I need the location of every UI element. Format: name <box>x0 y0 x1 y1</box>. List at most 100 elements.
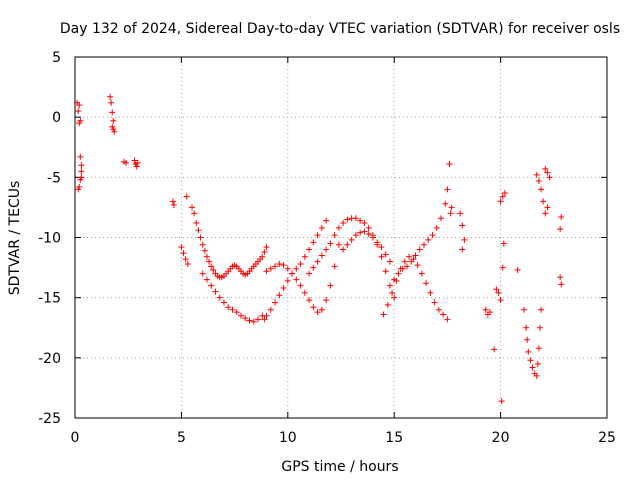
data-point <box>184 260 191 267</box>
data-point <box>246 317 253 324</box>
data-point <box>498 398 505 405</box>
data-point <box>263 244 270 251</box>
data-point <box>501 189 508 196</box>
y-tick-label: -10 <box>38 231 61 247</box>
data-point <box>178 244 185 251</box>
data-point <box>438 215 445 222</box>
data-point <box>486 309 493 316</box>
data-point <box>107 93 114 100</box>
data-point <box>493 286 500 293</box>
x-tick-label: 25 <box>598 430 616 446</box>
data-point <box>263 312 270 319</box>
data-point <box>314 258 321 265</box>
data-point <box>199 241 206 248</box>
grid <box>75 57 607 418</box>
data-point <box>250 318 257 325</box>
data-point <box>183 193 190 200</box>
data-point <box>237 312 244 319</box>
data-point <box>361 220 368 227</box>
data-point <box>340 246 347 253</box>
data-point <box>272 299 279 306</box>
data-point <box>284 277 291 284</box>
data-point <box>538 306 545 313</box>
data-point <box>352 215 359 222</box>
data-point <box>395 270 402 277</box>
data-point <box>335 224 342 231</box>
data-point <box>344 241 351 248</box>
data-point <box>521 306 528 313</box>
data-point <box>500 240 507 247</box>
data-point <box>180 250 187 257</box>
data-point <box>327 282 334 289</box>
data-point <box>420 241 427 248</box>
data-point <box>459 222 466 229</box>
data-point <box>401 258 408 265</box>
data-point <box>263 268 270 275</box>
x-tick-label: 15 <box>385 430 403 446</box>
data-point <box>197 234 204 241</box>
y-tick-label: 0 <box>52 110 61 126</box>
x-tick-label: 5 <box>177 430 186 446</box>
data-point <box>318 306 325 313</box>
data-point <box>131 157 138 164</box>
y-tick-label: -5 <box>47 170 61 186</box>
data-point <box>267 265 274 272</box>
data-point <box>495 289 502 296</box>
data-point <box>193 220 200 227</box>
data-point <box>75 108 82 115</box>
data-point <box>182 256 189 263</box>
data-point <box>403 263 410 270</box>
data-point <box>357 217 364 224</box>
data-point <box>431 299 438 306</box>
data-point <box>331 263 338 270</box>
data-point <box>365 230 372 237</box>
data-point <box>534 360 541 367</box>
data-point <box>533 372 540 379</box>
data-point <box>406 253 413 260</box>
axis-ticks: 0 5 10 15 20 25 -25 -20 -15 -10 -5 0 5 <box>38 50 616 446</box>
data-point <box>542 165 549 172</box>
data-point <box>189 204 196 211</box>
data-point <box>314 232 321 239</box>
data-point <box>280 285 287 292</box>
data-point <box>497 198 504 205</box>
data-point <box>457 210 464 217</box>
data-point <box>384 301 391 308</box>
data-point <box>276 292 283 299</box>
data-point <box>323 246 330 253</box>
data-point <box>293 265 300 272</box>
data-point <box>535 345 542 352</box>
data-point <box>77 117 84 124</box>
data-point <box>293 276 300 283</box>
data-point <box>169 198 176 205</box>
data-point <box>208 282 215 289</box>
data-point <box>314 309 321 316</box>
data-point <box>259 253 266 260</box>
data-point <box>306 270 313 277</box>
data-point <box>233 309 240 316</box>
data-point <box>109 109 116 116</box>
data-point <box>386 282 393 289</box>
data-point <box>416 246 423 253</box>
data-point <box>306 297 313 304</box>
data-points <box>74 93 565 405</box>
data-point <box>310 304 317 311</box>
data-point <box>525 348 532 355</box>
data-point <box>225 304 232 311</box>
data-point <box>514 266 521 273</box>
data-point <box>301 253 308 260</box>
data-point <box>318 252 325 259</box>
data-point <box>444 316 451 323</box>
data-point <box>191 210 198 217</box>
data-point <box>276 260 283 267</box>
data-point <box>418 270 425 277</box>
data-point <box>242 315 249 322</box>
data-point <box>340 220 347 227</box>
data-point <box>369 234 376 241</box>
data-point <box>108 99 115 106</box>
data-point <box>399 265 406 272</box>
data-point <box>203 253 210 260</box>
data-point <box>123 159 130 166</box>
